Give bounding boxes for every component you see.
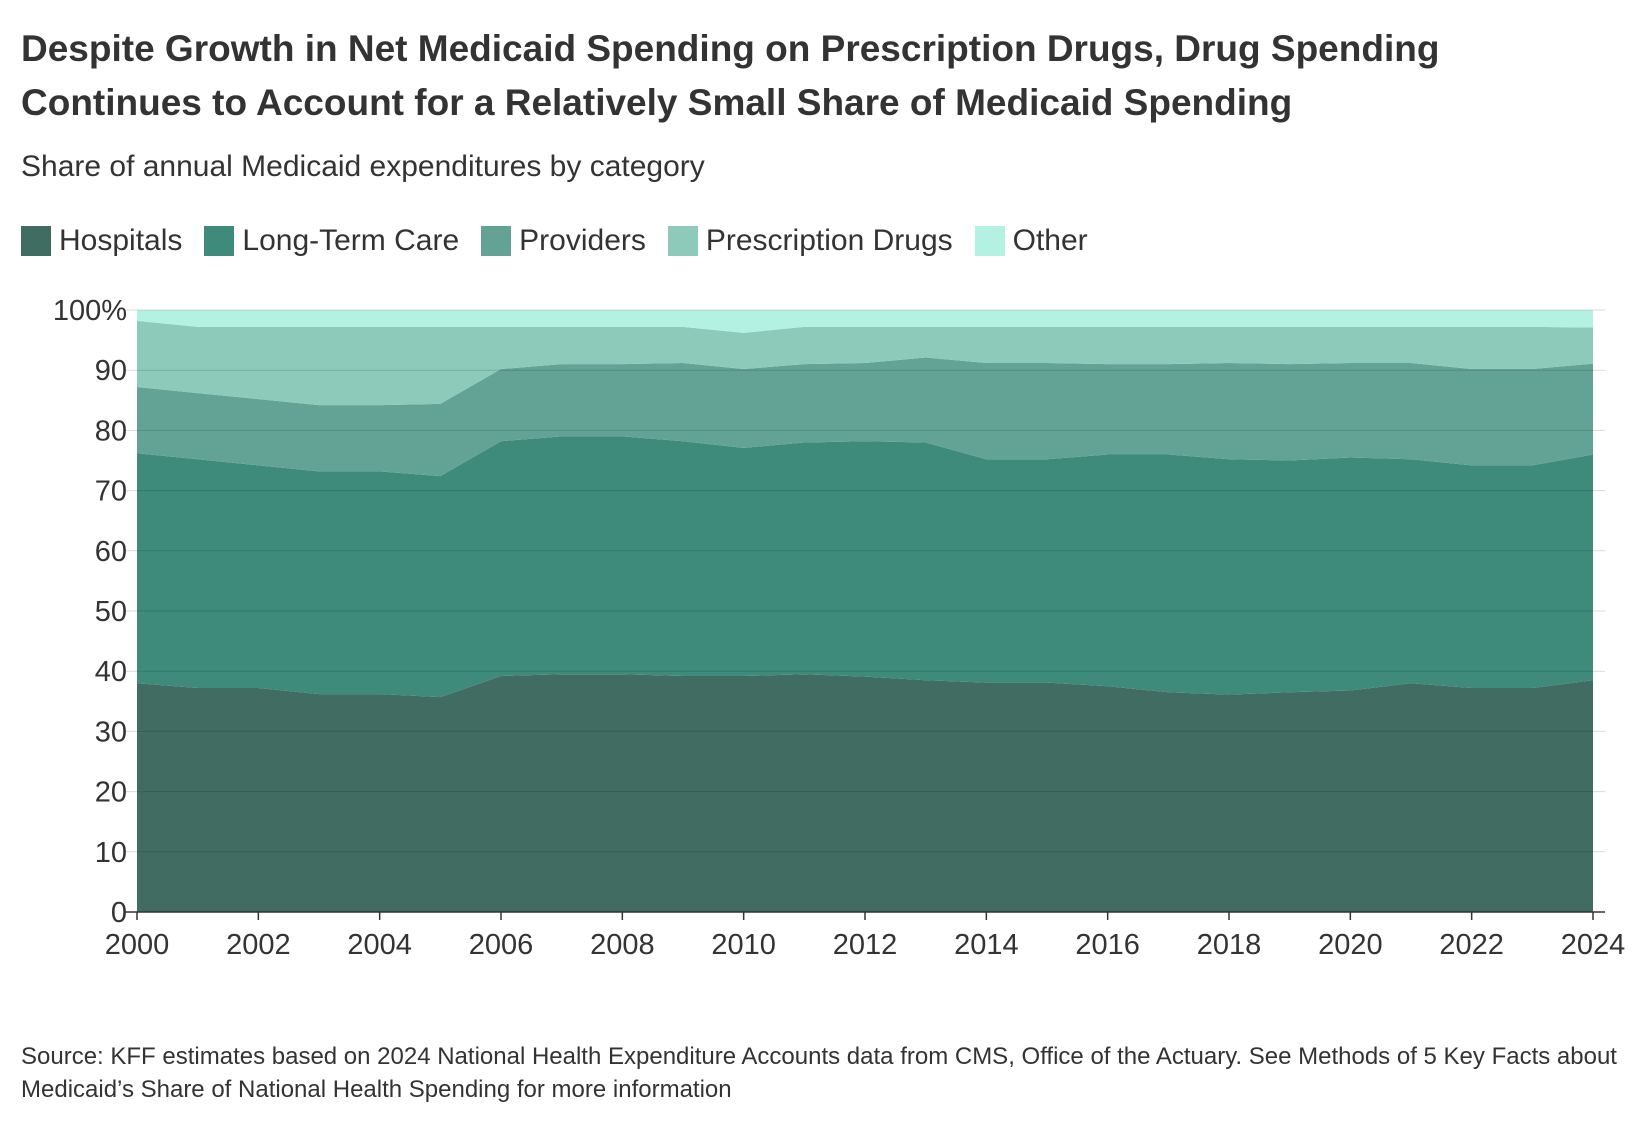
chart-title: Despite Growth in Net Medicaid Spending …	[21, 28, 1440, 123]
y-tick-label: 100%	[53, 295, 127, 327]
y-tick-label: 40	[95, 656, 127, 688]
legend: Hospitals Long-Term Care Providers Prescrip…	[21, 224, 1088, 258]
x-tick-label: 2008	[590, 929, 655, 961]
legend-label: Providers	[519, 224, 646, 257]
legend-swatch	[21, 226, 51, 256]
legend-swatch	[667, 226, 698, 256]
x-tick-label: 2002	[226, 929, 291, 961]
area-prescription-drugs	[137, 320, 1593, 406]
x-tick-label: 2012	[833, 929, 898, 961]
area-hospitals	[137, 674, 1593, 912]
source-note: Source: KFF estimates based on 2024 Nati…	[21, 1043, 1617, 1103]
y-tick-label: 80	[95, 415, 127, 447]
x-tick-label: 2024	[1561, 929, 1626, 961]
x-tick-label: 2020	[1318, 929, 1383, 961]
x-tick-label: 2016	[1075, 929, 1140, 961]
legend-label: Long-Term Care	[242, 224, 460, 257]
x-tick-label: 2014	[954, 929, 1019, 961]
legend-swatch	[481, 226, 512, 256]
y-tick-label: 70	[95, 476, 127, 508]
legend-label: Prescription Drugs	[705, 224, 953, 257]
area-providers	[137, 357, 1593, 477]
x-tick-label: 2004	[347, 929, 412, 961]
area-long-term-care	[137, 436, 1593, 698]
legend-item: Long-Term Care	[204, 224, 459, 258]
legend-item: Other	[974, 224, 1088, 258]
area-other	[137, 310, 1593, 333]
y-tick-label: 90	[95, 355, 127, 387]
x-tick-label: 2000	[105, 929, 170, 961]
legend-label: Other	[1012, 224, 1088, 257]
y-tick-label: 0	[111, 897, 127, 929]
legend-item: Hospitals	[21, 224, 182, 258]
legend-swatch	[974, 226, 1005, 256]
legend-label: Hospitals	[59, 224, 183, 257]
chart-subtitle: Share of annual Medicaid expenditures by…	[21, 150, 705, 183]
y-tick-label: 60	[95, 536, 127, 568]
legend-item: Prescription Drugs	[667, 224, 953, 258]
y-tick-label: 10	[95, 837, 127, 869]
y-tick-label: 30	[95, 716, 127, 748]
x-tick-label: 2010	[711, 929, 776, 961]
x-tick-label: 2018	[1197, 929, 1262, 961]
x-tick-label: 2022	[1439, 929, 1504, 961]
legend-swatch	[204, 226, 235, 256]
y-tick-label: 50	[95, 596, 127, 628]
x-tick-label: 2006	[469, 929, 534, 961]
y-tick-label: 20	[95, 777, 127, 809]
legend-item: Providers	[481, 224, 646, 258]
